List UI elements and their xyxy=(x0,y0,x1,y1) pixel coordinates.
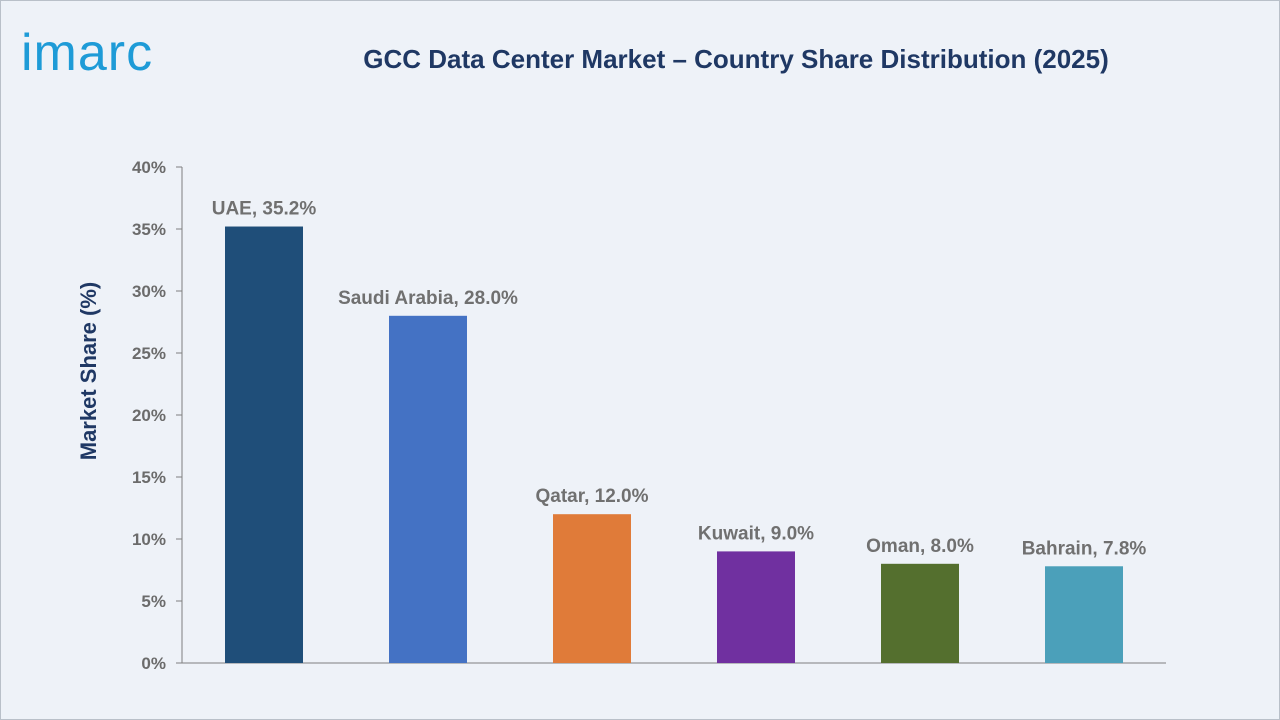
bar-oman xyxy=(881,563,959,663)
logo-text: imarc xyxy=(21,24,154,82)
data-label: Bahrain, 7.8% xyxy=(1022,538,1147,559)
bar-saudi-arabia xyxy=(389,315,467,663)
data-label: UAE, 35.2% xyxy=(212,199,317,220)
bar-uae xyxy=(225,226,303,663)
data-label: Qatar, 12.0% xyxy=(535,486,648,507)
data-label: Saudi Arabia, 28.0% xyxy=(338,288,518,309)
bar-qatar xyxy=(553,514,631,663)
y-tick-label: 15% xyxy=(132,468,166,487)
bar-bahrain xyxy=(1045,566,1123,663)
chart-title: GCC Data Center Market – Country Share D… xyxy=(363,44,1109,74)
bar-kuwait xyxy=(717,551,795,663)
y-tick-label: 30% xyxy=(132,282,166,301)
y-tick-label: 5% xyxy=(141,592,166,611)
y-tick-label: 0% xyxy=(141,654,166,673)
y-tick-label: 20% xyxy=(132,406,166,425)
data-label: Oman, 8.0% xyxy=(866,536,974,557)
imarc-logo: imarc xyxy=(21,23,211,83)
y-tick-label: 40% xyxy=(132,158,166,177)
data-label: Kuwait, 9.0% xyxy=(698,523,814,544)
y-tick-label: 10% xyxy=(132,530,166,549)
y-tick-label: 35% xyxy=(132,220,166,239)
y-tick-label: 25% xyxy=(132,344,166,363)
